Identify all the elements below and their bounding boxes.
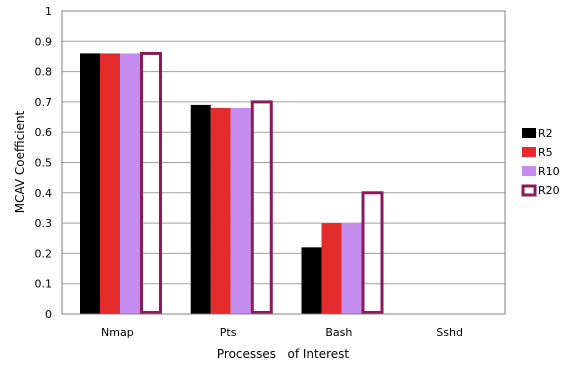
x-tick-Bash: Bash xyxy=(325,326,352,339)
x-tick-Sshd: Sshd xyxy=(436,326,463,339)
legend-swatch-R5 xyxy=(522,147,536,157)
x-tick-labels: Nmap Pts Bash Sshd xyxy=(101,326,463,339)
bar-R10-Bash xyxy=(341,223,362,314)
bar-R20-Nmap xyxy=(140,51,162,314)
y-tick-0.3: 0.3 xyxy=(35,217,53,230)
bar-R5-Bash xyxy=(321,223,342,314)
bars xyxy=(80,51,384,315)
y-tick-1: 1 xyxy=(45,5,52,18)
y-tick-0.5: 0.5 xyxy=(35,157,53,170)
bar-R20-Bash xyxy=(361,191,384,314)
x-tick-Nmap: Nmap xyxy=(101,326,134,339)
bar-R5-Pts xyxy=(210,107,231,315)
x-axis-title: Processes of Interest xyxy=(217,347,350,361)
legend-swatch-R10 xyxy=(522,166,536,176)
legend-label-R2: R2 xyxy=(538,127,553,140)
y-tick-0.1: 0.1 xyxy=(35,278,53,291)
bar-R2-Nmap xyxy=(80,53,100,315)
legend: R2 R5 R10 R20 xyxy=(521,127,560,197)
y-tick-0.4: 0.4 xyxy=(35,187,53,200)
plot-frame xyxy=(61,10,506,315)
bar-R10-Nmap xyxy=(120,53,140,315)
y-tick-0.9: 0.9 xyxy=(35,35,53,48)
bar-R20-Pts xyxy=(250,100,273,315)
y-tick-labels: 0 0.1 0.2 0.3 0.4 0.5 0.6 0.7 0.8 0.9 1 xyxy=(35,5,53,321)
bar-R2-Bash xyxy=(301,247,322,314)
legend-swatch-R20 xyxy=(521,184,537,197)
y-tick-0.2: 0.2 xyxy=(35,247,53,260)
legend-label-R20: R20 xyxy=(538,184,560,197)
legend-label-R10: R10 xyxy=(538,165,560,178)
bar-R2-Pts xyxy=(190,104,211,315)
y-tick-0.6: 0.6 xyxy=(35,126,53,139)
legend-swatch-R2 xyxy=(522,128,536,138)
legend-label-R5: R5 xyxy=(538,146,553,159)
axes xyxy=(61,10,506,315)
y-tick-0.8: 0.8 xyxy=(35,66,53,79)
bar-R5-Nmap xyxy=(100,53,120,315)
x-tick-Pts: Pts xyxy=(220,326,237,339)
y-tick-0.7: 0.7 xyxy=(35,96,53,109)
y-axis-title: MCAV Coefficient xyxy=(13,110,27,213)
bar-R10-Pts xyxy=(230,107,251,315)
y-tick-0: 0 xyxy=(45,308,52,321)
